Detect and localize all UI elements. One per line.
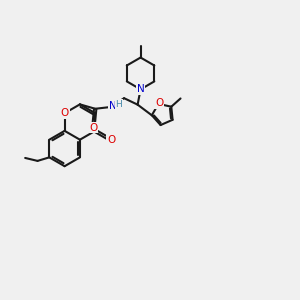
Text: H: H bbox=[116, 100, 122, 109]
Text: O: O bbox=[89, 123, 97, 133]
Text: N: N bbox=[109, 101, 117, 111]
Text: O: O bbox=[155, 98, 164, 108]
Text: N: N bbox=[137, 84, 144, 94]
Text: O: O bbox=[107, 135, 115, 145]
Text: O: O bbox=[61, 108, 69, 118]
